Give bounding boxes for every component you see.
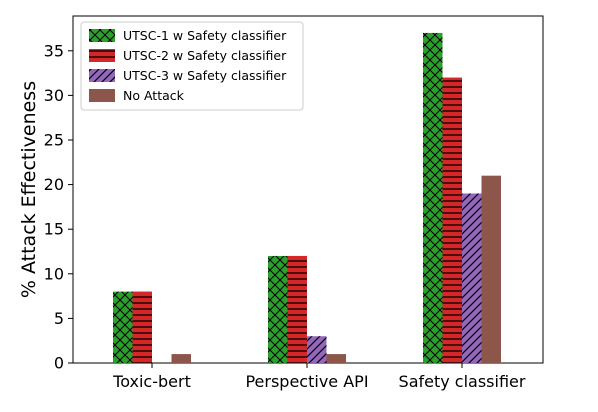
legend-label: No Attack	[123, 88, 185, 103]
x-tick-label: Perspective API	[245, 372, 368, 391]
legend-box	[80, 21, 304, 111]
y-tick-label: 35	[44, 41, 64, 60]
legend-swatch-hatch	[89, 49, 115, 62]
y-tick-label: 5	[54, 309, 64, 328]
bar-hatch-2-3	[442, 77, 462, 364]
axes-layer: Toxic-bert Perspective API Safety classifi…	[44, 41, 526, 391]
bar-hatch-3-2	[307, 336, 327, 363]
legend-label: UTSC-1 w Safety classifier	[123, 28, 287, 43]
legend-label: UTSC-3 w Safety classifier	[123, 68, 287, 83]
legend-swatch-hatch	[89, 69, 115, 82]
x-tick-label: Safety classifier	[399, 372, 526, 391]
legend-label: UTSC-2 w Safety classifier	[123, 48, 287, 63]
legend-swatch-hatch	[89, 29, 115, 42]
y-tick-label: 15	[44, 220, 64, 239]
bar-hatch-1-2	[268, 255, 288, 363]
y-tick-label: 0	[54, 354, 64, 373]
bar-hatch-1-3	[423, 32, 443, 364]
legend: UTSC-1 w Safety classifier UTSC-2 w Safet…	[80, 21, 304, 111]
bar-4-2	[326, 354, 346, 363]
y-tick-label: 20	[44, 175, 64, 194]
y-tick-label: 25	[44, 130, 64, 149]
bar-hatch-2-1	[132, 291, 152, 363]
bar-hatch-2-2	[287, 255, 307, 363]
bar-hatch-1-1	[113, 291, 133, 363]
y-axis-label: % Attack Effectiveness	[18, 81, 40, 298]
y-tick-label: 30	[44, 86, 64, 105]
y-tick-label: 10	[44, 264, 64, 283]
bar-4-1	[171, 354, 191, 363]
legend-swatch	[89, 89, 115, 102]
bar-hatch-3-3	[462, 193, 482, 363]
bar-4-3	[481, 175, 501, 363]
bars-layer	[113, 32, 501, 364]
x-tick-label: Toxic-bert	[112, 372, 191, 391]
